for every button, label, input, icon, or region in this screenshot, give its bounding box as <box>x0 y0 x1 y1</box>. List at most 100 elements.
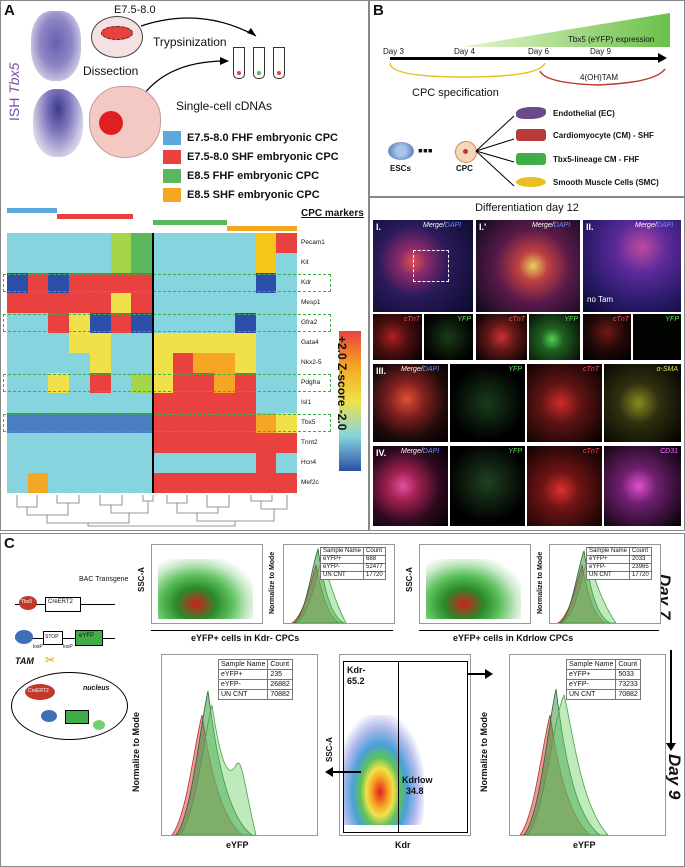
heatmap-cell <box>110 333 132 353</box>
heatmap-cell <box>7 313 29 333</box>
eyfp-product-icon <box>93 720 105 730</box>
heatmap-cell <box>27 353 49 373</box>
heatmap-cell <box>255 333 277 353</box>
timeline-day: Day 6 <box>528 47 549 56</box>
yfp-label: YFP <box>508 448 522 455</box>
histogram-curves <box>556 549 617 624</box>
legend-swatch <box>163 188 181 202</box>
ctnt-label: cTnT <box>509 316 525 323</box>
legend-swatch <box>163 131 181 145</box>
heatmap-cell <box>255 473 277 493</box>
merge-label: Merge/DAPI <box>532 222 571 229</box>
heatmap-cell <box>7 413 29 433</box>
heatmap-cell <box>214 353 236 373</box>
asma-label: α-SMA <box>656 366 679 373</box>
gene-label: Hcn4 <box>301 459 317 466</box>
scatter-kdr-day9: Kdr- 65.2 Kdrlow 34.8 <box>339 654 471 836</box>
tube-icon <box>233 47 245 79</box>
x-axis-label: Kdr <box>395 840 411 850</box>
heatmap-cell <box>193 313 215 333</box>
heatmap-cell <box>214 233 236 253</box>
ec-cell-icon <box>516 107 546 119</box>
heatmap-cell <box>255 293 277 313</box>
heatmap-cell <box>89 353 112 373</box>
heatmap-cell <box>152 413 174 433</box>
heatmap-cell <box>69 333 91 353</box>
eyfp-box <box>65 710 89 724</box>
no-tam-label: no Tam <box>587 295 614 304</box>
rosa-line <box>15 638 115 639</box>
tam-icon: ✂ <box>45 653 56 667</box>
heatmap-cell <box>27 373 49 393</box>
heatmap-cell <box>110 433 132 453</box>
heatmap-cell <box>69 413 91 433</box>
ctnt-label: cTnT <box>404 316 420 323</box>
heatmap-cell <box>172 233 194 253</box>
cpc-spec-label: CPC specification <box>412 87 499 99</box>
tbx5-promoter-icon <box>19 596 37 610</box>
heatmap-row <box>7 353 298 373</box>
gate-kdrlow <box>398 661 468 833</box>
panel-b-label: B <box>373 2 384 19</box>
heatmap-cell <box>214 253 236 273</box>
row-label: IV. <box>376 448 387 458</box>
micrograph-merge-I-zoom: I.' Merge/DAPI <box>476 220 580 312</box>
lineage-label: Smooth Muscle Cells (SMC) <box>553 178 659 187</box>
loxp-label: loxP <box>33 644 43 650</box>
scatter-cloud <box>344 715 424 825</box>
yfp-label: YFP <box>457 316 471 323</box>
loxp-label: loxP <box>63 644 73 650</box>
heatmap-cell <box>27 433 49 453</box>
heatmap-cell <box>172 413 194 433</box>
yfp-label: YFP <box>508 366 522 373</box>
heatmap-cell <box>234 253 257 273</box>
panel-b: B Tbx5 (eYFP) expression Day 3 Day 4 Day… <box>369 0 685 197</box>
heatmap-cell <box>7 373 29 393</box>
hist-kdrlow-day7: Sample Name Count eYFP+ 2033 eYFP- 23965 UN… <box>549 544 661 624</box>
title-underline <box>419 630 659 631</box>
heatmap-row <box>7 333 298 353</box>
gate-label: Kdrlow <box>402 775 433 785</box>
heatmap-cell <box>276 313 298 333</box>
dissection-crescent <box>101 26 133 40</box>
tam-label: 4(OH)TAM <box>580 73 619 82</box>
heatmap-cell <box>255 273 277 293</box>
heatmap-row <box>7 253 298 273</box>
heatmap-cell <box>110 293 132 313</box>
cell-ellipse <box>11 672 128 740</box>
legend-swatch <box>163 150 181 164</box>
heatmap-cell <box>48 413 70 433</box>
micrograph-ctnt-II: cTnT <box>583 314 631 360</box>
heatmap-cell <box>89 473 112 493</box>
cpc-markers-title: CPC markers <box>301 208 364 219</box>
heatmap-cell <box>255 353 277 373</box>
heatmap-cell <box>276 393 298 413</box>
ish-embryo-image-1 <box>31 11 81 81</box>
trypsinization-label: Trypsinization <box>153 35 227 49</box>
histogram-curves <box>171 690 257 836</box>
tube-icon <box>273 47 285 79</box>
red-cell-dot <box>277 71 281 75</box>
heatmap-cell <box>214 453 236 473</box>
heatmap-cell <box>152 253 174 273</box>
heatmap-cell <box>234 393 257 413</box>
scatter-cloud <box>426 559 521 619</box>
merge-label: Merge/DAPI <box>423 222 462 229</box>
yfp-label: YFP <box>665 316 679 323</box>
ish-label: ISH Tbx5 <box>6 62 22 121</box>
heatmap-cell <box>7 453 29 473</box>
heatmap-cell <box>110 413 132 433</box>
heatmap-cell <box>193 293 215 313</box>
count-table: Sample Name Count eYFP+ 2033 eYFP- 23965 UN… <box>585 547 652 580</box>
y-axis-label: Normalize to Mode <box>537 551 544 614</box>
eyfp-box <box>75 630 103 646</box>
heatmap-cell <box>7 293 29 313</box>
panel-c-label: C <box>4 535 15 552</box>
micrograph-ctnt-I: cTnT <box>373 314 422 360</box>
heatmap-cell <box>48 253 70 273</box>
legend-label: E7.5-8.0 FHF embryonic CPC <box>187 132 338 144</box>
heatmap-divider <box>152 233 154 493</box>
heatmap-cell <box>48 393 70 413</box>
heatmap-cell <box>193 473 215 493</box>
heatmap-cell <box>172 453 194 473</box>
